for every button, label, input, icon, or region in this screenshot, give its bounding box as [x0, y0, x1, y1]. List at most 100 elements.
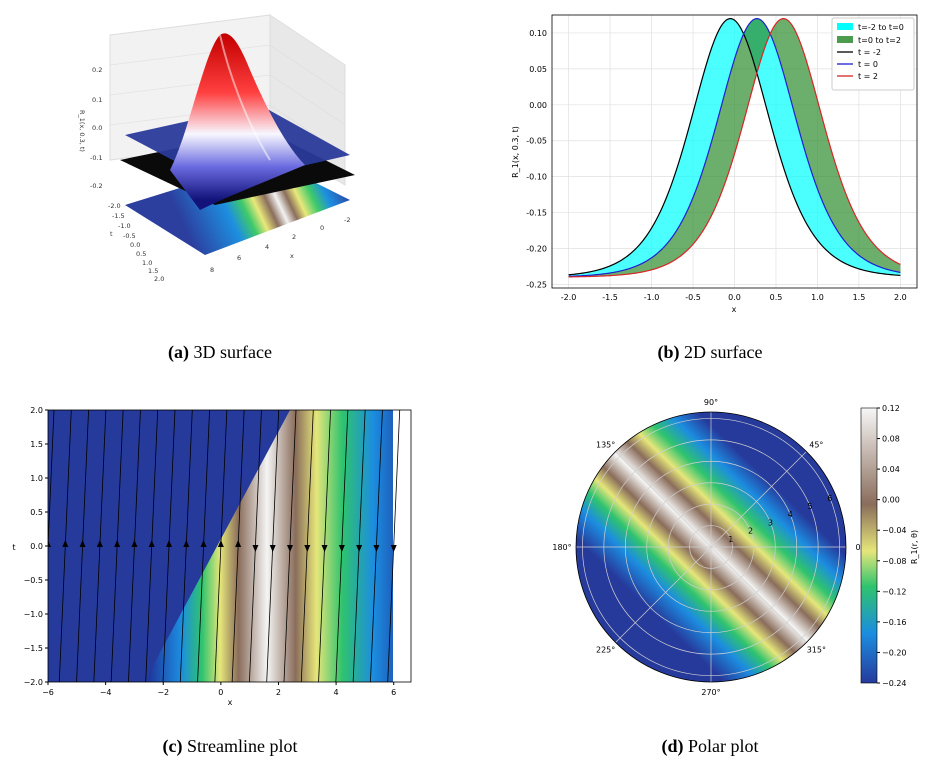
colorbar-tick-label: 0.00: [882, 496, 900, 505]
caption-c: (c) Streamline plot: [162, 736, 298, 756]
plot-frame: [551, 14, 918, 289]
y-tick-label: -0.25: [526, 280, 547, 289]
x-axis-label: x: [732, 305, 737, 314]
stream-arrow: [390, 545, 397, 552]
stream-arrow: [321, 545, 328, 552]
y-tick-label: -0.15: [526, 209, 547, 218]
x-tick: 4: [265, 243, 269, 251]
radial-label: 3: [768, 518, 773, 527]
t-tick: 1.5: [148, 267, 158, 275]
radial-label: 4: [788, 510, 793, 519]
y-axis-label: t: [12, 543, 15, 552]
stream-arrow: [131, 540, 138, 547]
series-line: [568, 18, 901, 277]
stream-arrow: [217, 540, 224, 547]
x-axis-label: x: [228, 698, 233, 707]
angle-label: 225°: [596, 646, 615, 655]
x-tick: 0: [320, 224, 324, 232]
x-axis-label: x: [290, 252, 294, 260]
stream-arrow: [62, 540, 69, 547]
legend-label: t = -2: [858, 48, 881, 57]
t-axis-label: t: [110, 230, 113, 238]
x-tick-label: 4: [334, 688, 339, 697]
polar-chart: 90° 45° 0° 315° 270° 225° 180° 135° 1 2 3 4 5 6 0.12…: [552, 398, 919, 697]
radial-label: 1: [728, 535, 733, 544]
colorbar-tick-label: −0.12: [882, 587, 907, 596]
x-tick-label: 0.0: [728, 293, 741, 302]
stream-arrow: [183, 540, 190, 547]
x-tick-label: −2: [157, 688, 169, 697]
stream-arrow: [269, 545, 276, 552]
legend-swatch: [837, 36, 853, 43]
angle-label: 180°: [552, 543, 571, 552]
z-tick: 0.1: [92, 96, 102, 104]
x-tick-label: 1.0: [811, 293, 824, 302]
polar-spoke: [710, 546, 807, 643]
caption-a: (a) 3D surface: [168, 342, 272, 362]
stream-arrow: [200, 540, 207, 547]
z-tick: -0.2: [90, 182, 103, 190]
angle-label: 135°: [596, 440, 615, 449]
t-tick: -2.0: [108, 202, 121, 210]
series-line: [568, 18, 901, 278]
streamline-chart: −6 −4 −2 0 2 4 6 2.0 1.5 1.0 0.5 0.0 −0.5 −1.0 −1.5 −2…: [12, 406, 412, 707]
t-tick: 2.0: [154, 275, 164, 283]
polar-frame: [575, 411, 847, 683]
y-tick-label: −0.5: [24, 576, 43, 585]
y-axis-label: R_1(x, 0.3, t): [511, 126, 520, 178]
x-tick-label: −4: [100, 688, 112, 697]
x-tick: 8: [210, 266, 214, 274]
legend-label: t=-2 to t=0: [858, 23, 904, 32]
colorbar-tick-label: −0.08: [882, 557, 907, 566]
y-tick-label: 0.10: [529, 29, 547, 38]
stream-arrow: [96, 540, 103, 547]
y-tick-label: 0.00: [529, 101, 547, 110]
x-tick-label: -1.0: [644, 293, 660, 302]
radial-label: 6: [827, 494, 832, 503]
y-tick-label: 2.0: [30, 406, 43, 415]
angle-label: 90°: [704, 398, 718, 407]
colorbar-tick-label: 0.08: [882, 435, 900, 444]
caption-b: (b) 2D surface: [657, 342, 763, 362]
x-tick-label: 0: [218, 688, 223, 697]
stream-arrow: [373, 545, 380, 552]
t-tick: -1.5: [112, 212, 125, 220]
x-tick-label: 6: [391, 688, 396, 697]
z-axis-label: R_1(x, 0.3, t): [78, 110, 86, 152]
angle-label: 45°: [809, 440, 823, 449]
legend-swatch: [837, 23, 853, 30]
x-tick-label: −6: [42, 688, 54, 697]
stream-arrow: [166, 540, 172, 547]
radial-label: 5: [807, 502, 812, 511]
stream-arrow: [79, 540, 86, 547]
caption-d: (d) Polar plot: [661, 736, 759, 756]
x-tick-label: 2: [276, 688, 281, 697]
colorbar-tick-label: 0.12: [882, 404, 900, 413]
colorbar: [860, 407, 878, 684]
polar-spoke: [615, 451, 712, 548]
z-tick: -0.1: [90, 154, 103, 162]
stream-arrow: [287, 545, 293, 552]
t-tick: 0.5: [136, 250, 146, 258]
polar-spoke: [710, 451, 807, 548]
colorbar-tick-label: −0.20: [882, 648, 907, 657]
y-tick-label: -0.10: [526, 173, 547, 182]
colorbar-tick-label: 0.04: [882, 465, 900, 474]
fill-t-2-to-t0: [568, 18, 901, 277]
y-tick-label: 1.0: [30, 474, 43, 483]
y-tick-label: 0.5: [30, 508, 43, 517]
polar-spoke: [615, 546, 712, 643]
y-tick-label: 0.0: [30, 542, 43, 551]
x-tick-label: -2.0: [561, 293, 577, 302]
streamline: [48, 410, 55, 556]
legend: t=-2 to t=0 t=0 to t=2 t = -2 t = 0 t = …: [831, 17, 915, 91]
fill-t0-to-t2: [568, 18, 901, 277]
z-tick: 0.2: [92, 66, 102, 74]
colorbar-tick-label: −0.24: [882, 679, 907, 688]
y-tick-label: -0.05: [526, 137, 547, 146]
legend-label: t = 0: [858, 60, 878, 69]
x-tick-label: -0.5: [685, 293, 701, 302]
t-tick: -0.5: [123, 232, 136, 240]
x-tick-label: 1.5: [853, 293, 866, 302]
legend-label: t=0 to t=2: [858, 36, 901, 45]
